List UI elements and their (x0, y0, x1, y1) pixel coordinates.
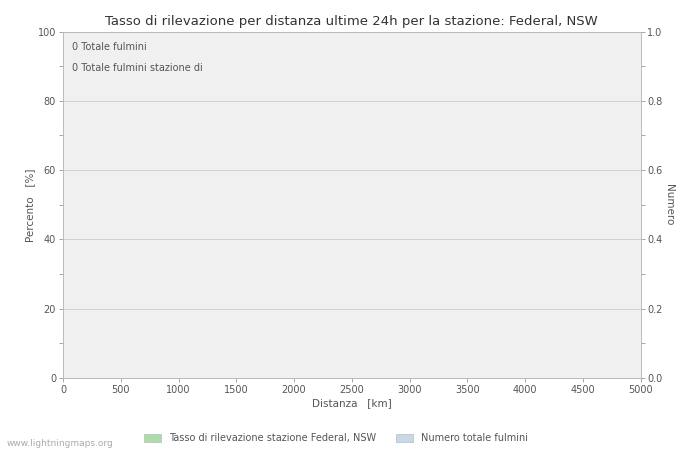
Text: www.lightningmaps.org: www.lightningmaps.org (7, 439, 113, 448)
Text: 0 Totale fulmini stazione di: 0 Totale fulmini stazione di (71, 63, 202, 73)
Legend: Tasso di rilevazione stazione Federal, NSW, Numero totale fulmini: Tasso di rilevazione stazione Federal, N… (144, 433, 528, 443)
Y-axis label: Percento   [%]: Percento [%] (25, 168, 35, 242)
X-axis label: Distanza   [km]: Distanza [km] (312, 398, 391, 408)
Y-axis label: Numero: Numero (664, 184, 674, 225)
Text: 0 Totale fulmini: 0 Totale fulmini (71, 42, 146, 52)
Title: Tasso di rilevazione per distanza ultime 24h per la stazione: Federal, NSW: Tasso di rilevazione per distanza ultime… (106, 14, 598, 27)
